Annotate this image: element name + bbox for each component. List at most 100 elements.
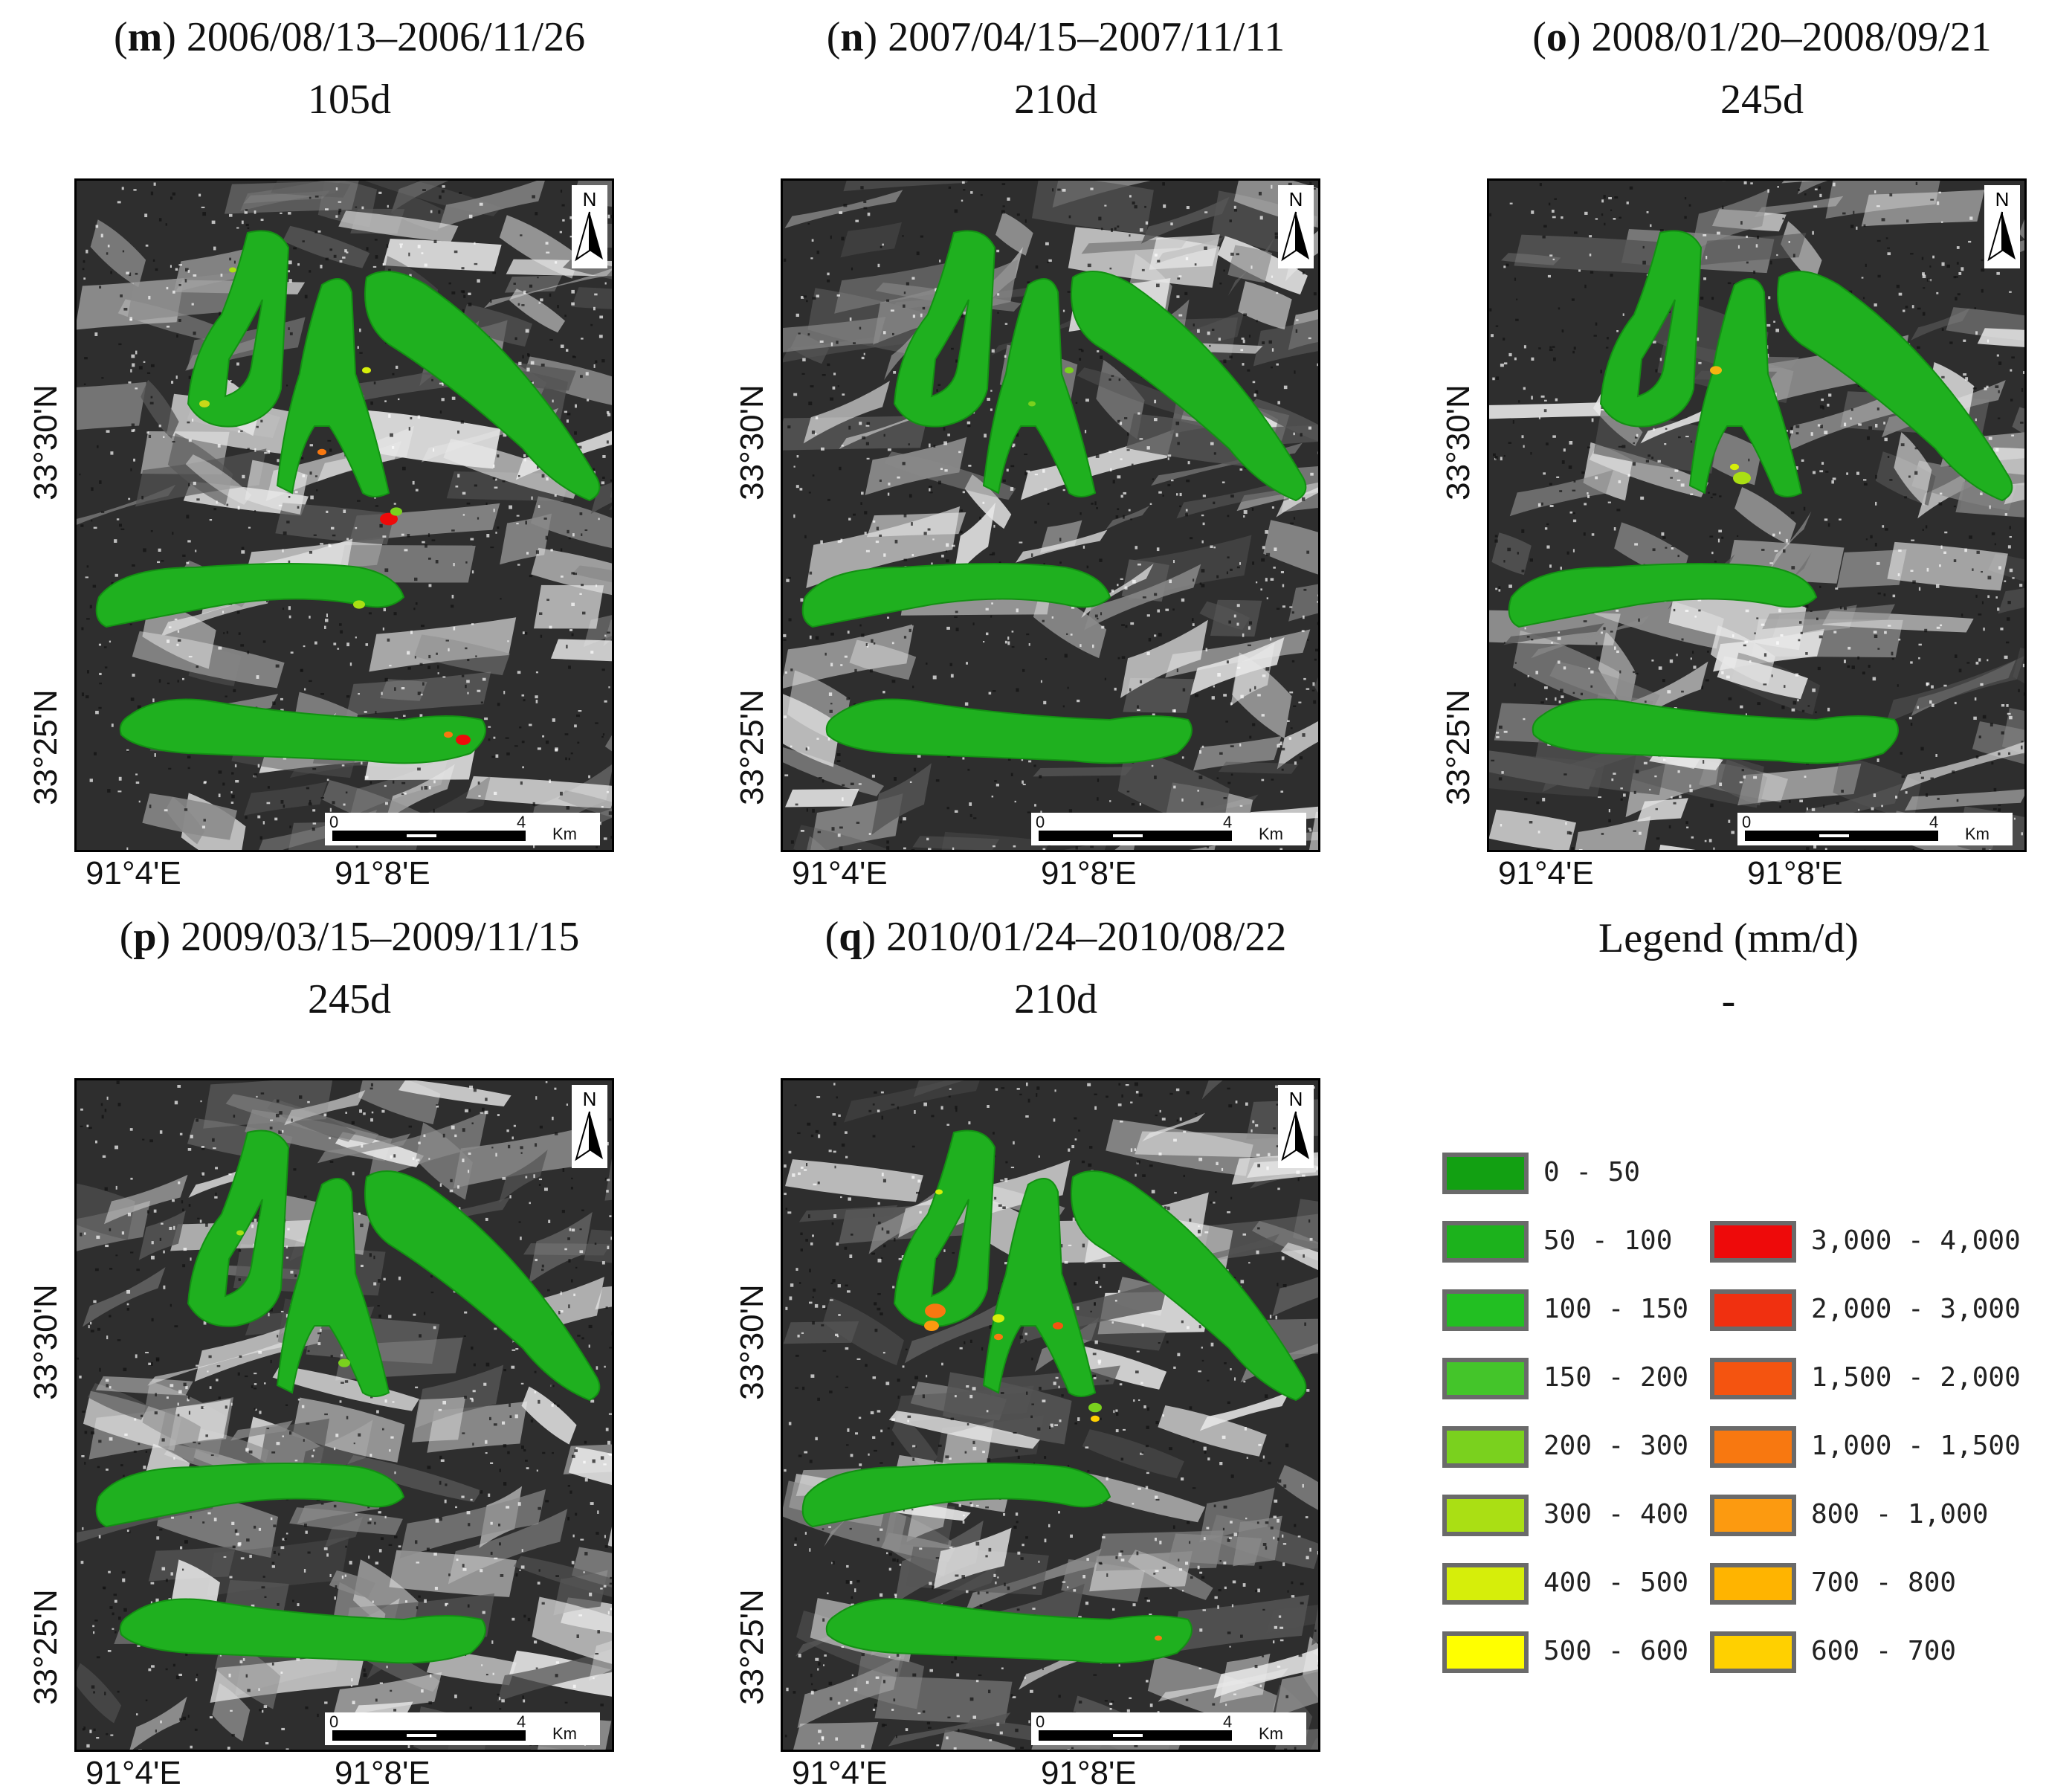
- legend-swatch: [1442, 1631, 1529, 1673]
- longitude-label: 91°8'E: [1747, 855, 1843, 892]
- longitude-label: 91°4'E: [792, 1755, 888, 1792]
- longitude-label: 91°8'E: [335, 1755, 430, 1792]
- latitude-label: 33°30'N: [28, 384, 65, 500]
- panel-dates: 2007/04/15–2007/11/11: [888, 14, 1285, 60]
- velocity-patch: [1088, 1403, 1102, 1413]
- north-arrow-icon: N: [1278, 185, 1314, 268]
- north-label: N: [583, 1088, 597, 1110]
- latitude-label: 33°30'N: [734, 1284, 771, 1400]
- longitude-label: 91°8'E: [335, 855, 430, 892]
- velocity-patch: [456, 735, 471, 745]
- velocity-patch: [925, 1303, 946, 1318]
- map-canvas: [783, 181, 1318, 850]
- legend-swatch: [1710, 1563, 1796, 1605]
- legend-label: 50 - 100: [1543, 1225, 1672, 1256]
- legend-swatch: [1442, 1221, 1529, 1263]
- velocity-patch: [994, 1334, 1003, 1340]
- panel-letter: q: [839, 914, 862, 960]
- velocity-patch: [1710, 366, 1722, 374]
- legend-swatch: [1442, 1563, 1529, 1605]
- panel-duration: 245d: [1427, 68, 2046, 131]
- legend-label: 800 - 1,000: [1811, 1499, 1988, 1530]
- legend-swatch: [1710, 1426, 1796, 1468]
- velocity-patch: [338, 1358, 350, 1367]
- longitude-label: 91°4'E: [85, 855, 181, 892]
- legend-swatch: [1442, 1153, 1529, 1194]
- panel-date-range: (o) 2008/01/20–2008/09/21: [1427, 6, 2046, 68]
- velocity-patch: [935, 1190, 943, 1195]
- panel-date-range: (m) 2006/08/13–2006/11/26: [15, 6, 684, 68]
- scale-unit-label: Km: [552, 1724, 577, 1744]
- panel-duration: 210d: [721, 68, 1390, 131]
- velocity-patch: [924, 1321, 939, 1331]
- panel-letter: p: [133, 914, 156, 960]
- velocity-patch: [390, 507, 402, 515]
- legend-subtitle: -: [1413, 970, 2045, 1032]
- legend-swatch: [1442, 1495, 1529, 1536]
- panel-letter: o: [1546, 14, 1567, 60]
- panel-dates: 2006/08/13–2006/11/26: [187, 14, 585, 60]
- panel-letter: n: [840, 14, 863, 60]
- map-canvas: [77, 181, 612, 850]
- legend-label: 2,000 - 3,000: [1811, 1294, 2021, 1324]
- velocity-patch: [993, 1314, 1004, 1322]
- longitude-label: 91°4'E: [85, 1755, 181, 1792]
- panel-dates: 2008/01/20–2008/09/21: [1592, 14, 1992, 60]
- latitude-label: 33°25'N: [734, 689, 771, 805]
- scale-unit-label: Km: [552, 825, 577, 844]
- latitude-label: 33°25'N: [28, 1589, 65, 1705]
- legend-label: 1,500 - 2,000: [1811, 1362, 2021, 1393]
- scale-start-label: 0: [1036, 813, 1045, 832]
- velocity-patch: [362, 367, 371, 373]
- velocity-patch: [236, 1231, 244, 1236]
- longitude-label: 91°4'E: [792, 855, 888, 892]
- latitude-label: 33°30'N: [734, 384, 771, 500]
- scale-start-label: 0: [1036, 1712, 1045, 1732]
- panel-date-range: (p) 2009/03/15–2009/11/15: [15, 906, 684, 968]
- legend-swatch: [1710, 1289, 1796, 1331]
- velocity-patch: [199, 400, 210, 407]
- legend-swatch: [1442, 1358, 1529, 1399]
- panel-dates: 2009/03/15–2009/11/15: [181, 914, 579, 960]
- north-label: N: [1289, 188, 1303, 210]
- north-arrow-icon: N: [572, 1085, 607, 1168]
- scale-end-label: 4: [517, 813, 526, 832]
- north-label: N: [1995, 188, 2010, 210]
- scale-start-label: 0: [329, 813, 338, 832]
- legend-swatch: [1442, 1426, 1529, 1468]
- latitude-label: 33°30'N: [1440, 384, 1477, 500]
- velocity-patch: [1155, 1636, 1162, 1641]
- legend-label: 0 - 50: [1543, 1157, 1640, 1187]
- north-arrow-icon: N: [1984, 185, 2020, 268]
- longitude-label: 91°4'E: [1498, 855, 1594, 892]
- legend-label: 1,000 - 1,500: [1811, 1431, 2021, 1461]
- scale-unit-label: Km: [1259, 1724, 1283, 1744]
- velocity-patch: [317, 449, 326, 455]
- map-canvas: [77, 1080, 612, 1750]
- velocity-patch: [444, 732, 453, 738]
- north-arrow-icon: N: [572, 185, 607, 268]
- velocity-patch: [229, 268, 236, 273]
- panel-duration: 105d: [15, 68, 684, 131]
- map-canvas: [783, 1080, 1318, 1750]
- panel-date-range: (q) 2010/01/24–2010/08/22: [721, 906, 1390, 968]
- map-canvas: [1489, 181, 2024, 850]
- scale-unit-label: Km: [1965, 825, 1989, 844]
- velocity-patch: [1733, 472, 1751, 485]
- legend-label: 200 - 300: [1543, 1431, 1688, 1461]
- north-arrow-icon: N: [1278, 1085, 1314, 1168]
- velocity-patch: [1091, 1416, 1100, 1422]
- latitude-label: 33°25'N: [1440, 689, 1477, 805]
